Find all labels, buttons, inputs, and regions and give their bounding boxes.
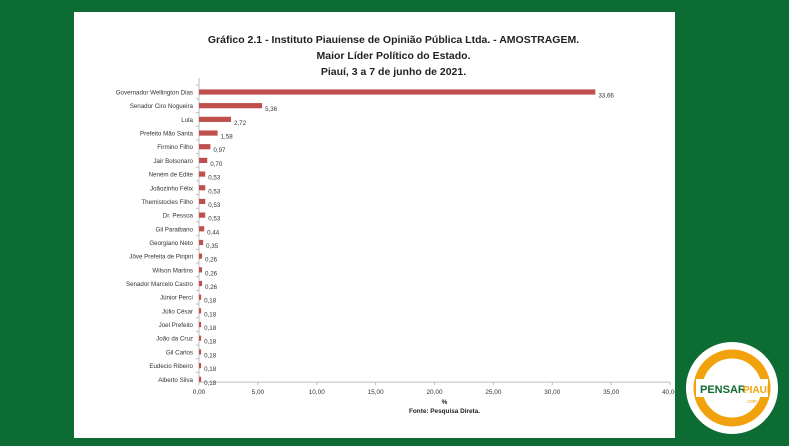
- bar: [199, 212, 206, 218]
- bar: [199, 253, 203, 259]
- x-tick-label: 0,00: [193, 389, 206, 396]
- chart-title-line-3: Piauí, 3 a 7 de junho de 2021.: [320, 66, 467, 78]
- logo-text-pensar: PENSAR: [700, 384, 746, 396]
- bar: [199, 335, 202, 341]
- value-label: 33,66: [598, 93, 614, 100]
- x-tick-label: 25,00: [485, 389, 501, 396]
- value-label: 0,70: [210, 161, 223, 168]
- category-label: Júnior Percí: [160, 295, 193, 302]
- source-note: Fonte: Pesquisa Direta.: [409, 408, 480, 415]
- bar: [199, 321, 202, 328]
- bar: [199, 267, 203, 273]
- bar: [199, 349, 202, 355]
- logo-mark: PENSAR PIAUÍ .com: [693, 349, 771, 427]
- pensar-piaui-logo: PENSAR PIAUÍ .com: [686, 342, 778, 434]
- category-label: Lula: [181, 117, 193, 124]
- logo-band: [696, 379, 768, 397]
- x-tick-label: 5,00: [252, 389, 265, 396]
- value-label: 0,26: [205, 284, 218, 291]
- value-label: 1,58: [221, 134, 234, 141]
- chart-title-line-1: Gráfico 2.1 - Instituto Piauiense de Opi…: [207, 34, 580, 46]
- value-label: 0,53: [208, 216, 221, 223]
- bar: [199, 280, 203, 287]
- value-label: 0,18: [204, 380, 217, 387]
- category-label: Gil Carlos: [166, 349, 193, 356]
- bar: [199, 103, 263, 109]
- value-label: 0,44: [207, 229, 220, 236]
- bar: [199, 198, 206, 205]
- category-label: Gil Paraibano: [156, 226, 194, 233]
- category-label: Wilson Martins: [152, 267, 193, 274]
- chart-panel: Gráfico 2.1 - Instituto Piauiense de Opi…: [74, 12, 675, 438]
- value-label: 0,26: [205, 257, 218, 264]
- x-tick-label: 20,00: [427, 389, 443, 396]
- bar: [199, 185, 206, 191]
- category-label: Prefeito Mão Santa: [140, 131, 194, 138]
- category-label: Georgiano Neto: [149, 240, 193, 247]
- value-label: 0,53: [208, 202, 221, 209]
- value-label: 5,36: [265, 106, 278, 113]
- category-label: Alberto Silva: [158, 377, 193, 384]
- value-label: 0,26: [205, 270, 218, 277]
- category-label: João da Cruz: [156, 336, 193, 343]
- chart-title: Gráfico 2.1 - Instituto Piauiense de Opi…: [74, 32, 675, 80]
- bar: [199, 130, 218, 136]
- value-label: 0,35: [206, 243, 219, 250]
- x-tick-label: 40,00: [662, 389, 675, 396]
- category-label: Themistocles Filho: [141, 199, 193, 206]
- category-label: Senador Ciro Nogueira: [130, 103, 194, 110]
- category-label: Senador Marcelo Castro: [126, 281, 194, 288]
- category-label: Eudecio Ribeiro: [149, 363, 193, 370]
- bar: [199, 116, 232, 122]
- value-label: 0,18: [204, 366, 217, 373]
- category-label: Governador Wellington Dias: [116, 90, 193, 97]
- bar: [199, 144, 211, 150]
- bar: [199, 376, 202, 382]
- value-label: 0,18: [204, 325, 217, 332]
- category-label: Jair Bolsonaro: [153, 158, 193, 165]
- bar: [199, 239, 204, 246]
- category-label: Jôve Prefeita de Piripiri: [129, 254, 193, 261]
- value-label: 2,72: [234, 120, 247, 127]
- logo-text-piaui: PIAUÍ: [743, 383, 770, 396]
- bar: [199, 308, 202, 314]
- x-tick-label: 30,00: [544, 389, 560, 396]
- category-label: Joãozinho Félix: [150, 185, 194, 192]
- bar: [199, 157, 208, 163]
- value-label: 0,18: [204, 298, 217, 305]
- value-label: 0,18: [204, 339, 217, 346]
- category-label: Joel Prefeito: [159, 322, 194, 329]
- x-tick-label: 15,00: [368, 389, 384, 396]
- value-label: 0,53: [208, 188, 221, 195]
- x-axis-label: %: [442, 399, 448, 406]
- value-label: 0,53: [208, 175, 221, 182]
- bar-chart: Governador Wellington Dias 33,66 Senador C…: [116, 78, 675, 415]
- chart-title-line-2: Maior Líder Político do Estado.: [316, 50, 471, 62]
- value-label: 0,18: [204, 352, 217, 359]
- value-label: 0,97: [213, 147, 226, 154]
- category-label: Neném de Edite: [149, 172, 194, 179]
- bar: [199, 171, 206, 177]
- bar: [199, 89, 596, 95]
- bar: [199, 294, 202, 300]
- category-label: Dr. Pessoa: [163, 213, 194, 220]
- x-tick-label: 10,00: [309, 389, 325, 396]
- category-label: Firmino Filho: [157, 144, 193, 151]
- bar: [199, 226, 205, 232]
- bar: [199, 363, 202, 369]
- x-tick-label: 35,00: [603, 389, 619, 396]
- category-label: Júlio César: [162, 308, 193, 315]
- logo-text-com: .com: [746, 399, 757, 405]
- value-label: 0,18: [204, 311, 217, 318]
